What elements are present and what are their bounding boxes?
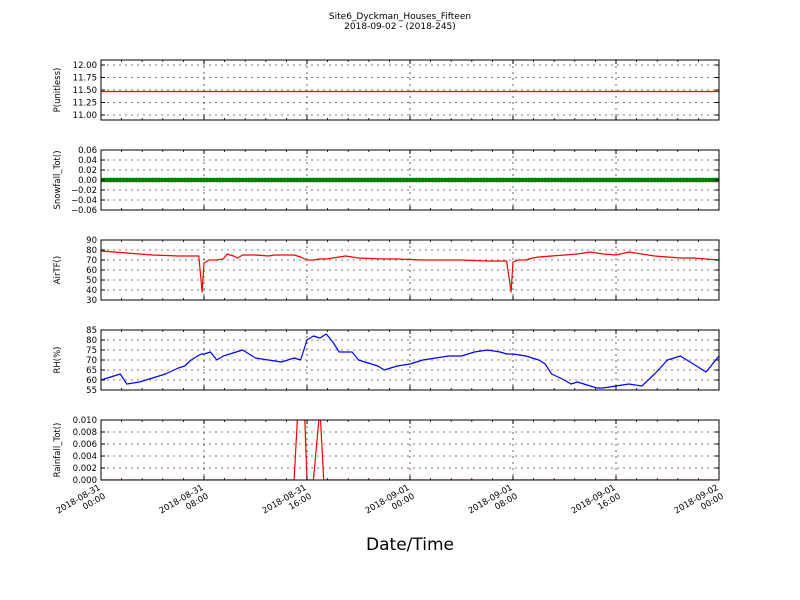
series-line-1 bbox=[101, 250, 719, 293]
figure-title-line1: Site6_Dyckman_Houses_Fifteen bbox=[329, 12, 471, 22]
y-tick-label: 0.006 bbox=[73, 440, 97, 450]
series-group bbox=[101, 333, 719, 389]
y-tick-label: 0.04 bbox=[78, 156, 97, 166]
y-tick-label: 90 bbox=[86, 236, 97, 246]
y-tick-label: 0.06 bbox=[78, 146, 97, 156]
series-line-1 bbox=[101, 420, 719, 480]
y-tick-label: −0.02 bbox=[71, 186, 97, 196]
y-tick-label: 65 bbox=[86, 366, 97, 376]
y-tick-label: −0.06 bbox=[71, 206, 97, 216]
y-axis-label: Rainfall_Tot() bbox=[53, 423, 63, 478]
y-axis-label: RH(%) bbox=[53, 346, 63, 373]
y-tick-label: 11.75 bbox=[73, 74, 97, 84]
y-tick-label: 11.25 bbox=[73, 99, 97, 109]
subplot-2: −0.06−0.04−0.020.000.020.040.06 Snowfall_… bbox=[53, 146, 720, 216]
y-tick-label: 80 bbox=[86, 336, 97, 346]
y-tick-label: 0.000 bbox=[73, 476, 97, 486]
subplots: 11.00 11.25 11.50 11.75 12.00 P(unitless) −0.0… bbox=[53, 59, 720, 486]
y-tick-label: 70 bbox=[86, 256, 97, 266]
y-tick-label: 30 bbox=[86, 296, 97, 306]
y-tick-label: 12.00 bbox=[73, 61, 97, 71]
y-tick-label: 40 bbox=[86, 286, 97, 296]
y-axis-label: AirTF() bbox=[53, 256, 63, 284]
y-tick-label: 80 bbox=[86, 246, 97, 256]
y-tick-label: 50 bbox=[86, 276, 97, 286]
y-tick-label: 0.02 bbox=[78, 166, 97, 176]
series-group bbox=[101, 177, 719, 183]
y-tick-label: 0.002 bbox=[73, 464, 97, 474]
y-tick-label: 85 bbox=[86, 326, 97, 336]
y-tick-label: 11.50 bbox=[73, 86, 97, 96]
y-tick-label: 60 bbox=[86, 376, 97, 386]
x-axis-label: Date/Time bbox=[366, 535, 454, 555]
y-tick-label: 0.00 bbox=[78, 176, 97, 186]
figure-title-line2: 2018-09-02 - (2018-245) bbox=[344, 22, 456, 32]
y-tick-label: 0.004 bbox=[73, 452, 97, 462]
y-tick-label: 55 bbox=[86, 386, 97, 396]
y-tick-label: 60 bbox=[86, 266, 97, 276]
series-line-1 bbox=[101, 333, 719, 389]
y-tick-label: 70 bbox=[86, 356, 97, 366]
y-tick-label: 11.00 bbox=[73, 111, 97, 121]
y-tick-label: 0.010 bbox=[73, 416, 97, 426]
subplot-1: 11.00 11.25 11.50 11.75 12.00 P(unitless) bbox=[53, 59, 720, 121]
series-group bbox=[101, 420, 719, 480]
y-tick-label: 75 bbox=[86, 346, 97, 356]
y-axis-label: P(unitless) bbox=[53, 68, 63, 113]
subplot-5: 0.000 0.002 0.004 0.006 0.008 0.010 Rainfall_T… bbox=[53, 416, 720, 486]
y-axis-label: Snowfall_Tot() bbox=[53, 150, 63, 209]
y-tick-label: 0.008 bbox=[73, 428, 97, 438]
series-group bbox=[101, 250, 719, 293]
y-tick-label: −0.04 bbox=[71, 196, 97, 206]
